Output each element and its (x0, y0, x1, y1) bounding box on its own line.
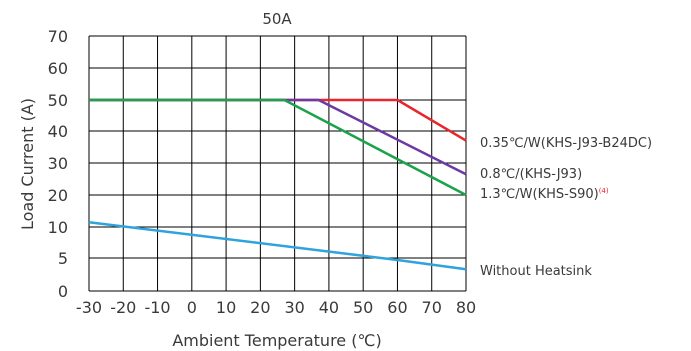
y-tick-label: 0 (58, 282, 68, 301)
y-tick-label: 70 (48, 27, 68, 46)
x-tick-label: -30 (76, 298, 102, 317)
y-tick-label: 30 (48, 154, 68, 173)
y-tick-label: 5 (58, 249, 68, 268)
x-tick-label: 80 (456, 298, 476, 317)
x-tick-label: 0 (187, 298, 197, 317)
x-tick-label: -10 (144, 298, 170, 317)
y-axis-title: Load Current (A) (18, 98, 37, 230)
x-tick-label: 20 (250, 298, 270, 317)
y-tick-label: 60 (48, 59, 68, 78)
x-tick-label: -20 (110, 298, 136, 317)
x-tick-label: 40 (319, 298, 339, 317)
y-tick-label: 40 (48, 122, 68, 141)
x-tick-label: 50 (353, 298, 373, 317)
chart-title: 50A (262, 10, 292, 28)
series-labels: 0.35℃/W(KHS-J93-B24DC) 0.8℃/(KHS-J93) 1.3℃… (480, 136, 652, 279)
y-tick-label: 50 (48, 91, 68, 110)
series-line-3 (89, 98, 467, 197)
x-tick-label: 60 (387, 298, 407, 317)
series-label-2: 0.8℃/(KHS-J93) (480, 167, 582, 182)
series-line-4 (88, 220, 467, 271)
tick-labels: -30 -20 -10 0 10 20 30 40 50 60 70 80 0 5 10 20 30 40 50 60… (48, 27, 477, 317)
footnote-marker: (4) (599, 187, 609, 195)
x-tick-label: 70 (422, 298, 442, 317)
series-label-4: Without Heatsink (480, 264, 592, 279)
series-line-1 (89, 98, 467, 142)
x-tick-label: 30 (284, 298, 304, 317)
x-tick-label: 10 (216, 298, 236, 317)
y-tick-label: 20 (48, 186, 68, 205)
plot-grid (88, 35, 467, 292)
x-axis-title: Ambient Temperature (℃) (172, 331, 381, 350)
y-tick-label: 10 (48, 218, 68, 237)
series-label-3: 1.3℃/W(KHS-S90)(4) (480, 187, 609, 202)
series-lines (88, 98, 467, 271)
series-label-1: 0.35℃/W(KHS-J93-B24DC) (480, 136, 652, 151)
